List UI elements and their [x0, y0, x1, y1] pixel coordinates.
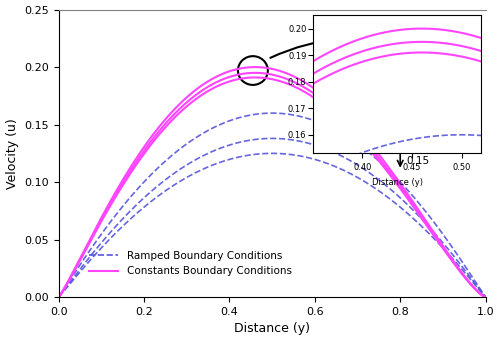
Text: 1.5: 1.5 — [406, 133, 424, 144]
Text: 3.0: 3.0 — [406, 114, 423, 124]
Y-axis label: Velocity (u): Velocity (u) — [6, 118, 18, 189]
X-axis label: Distance (y): Distance (y) — [234, 323, 310, 336]
Legend: Ramped Boundary Conditions, Constants Boundary Conditions: Ramped Boundary Conditions, Constants Bo… — [85, 247, 296, 280]
Text: $S_r$: $S_r$ — [406, 90, 420, 104]
Text: 0.15: 0.15 — [406, 157, 430, 166]
